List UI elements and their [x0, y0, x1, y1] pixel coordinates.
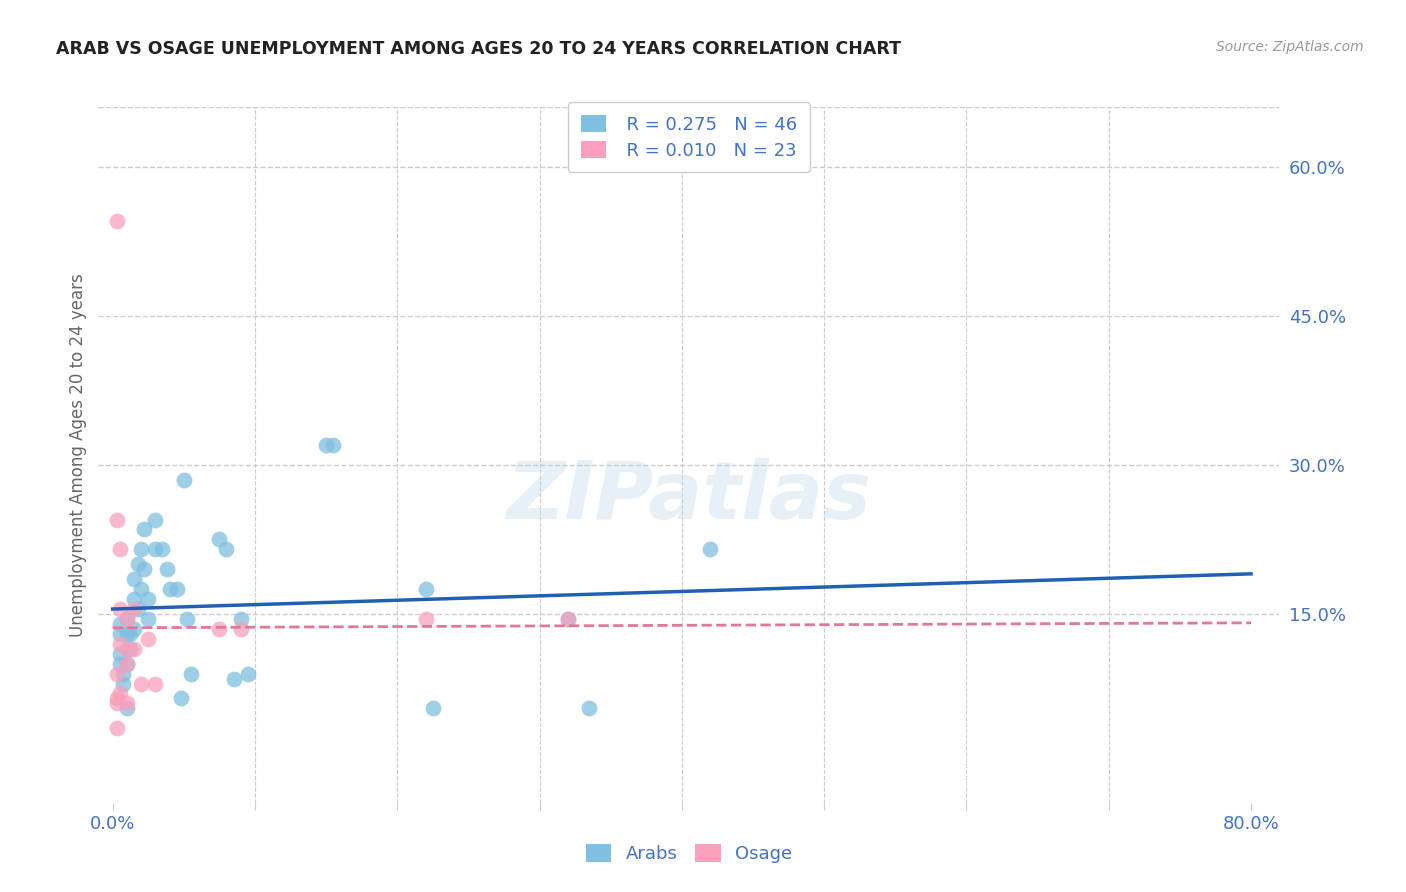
Point — [108, 657, 131, 671]
Point — [236, 666, 259, 681]
Point — [129, 676, 152, 690]
Point — [122, 592, 145, 607]
Point — [108, 616, 131, 631]
Point — [173, 473, 195, 487]
Point — [156, 562, 179, 576]
Point — [415, 612, 437, 626]
Point — [136, 592, 159, 607]
Point — [105, 512, 128, 526]
Legend: Arabs, Osage: Arabs, Osage — [576, 836, 801, 872]
Point — [122, 641, 145, 656]
Text: ARAB VS OSAGE UNEMPLOYMENT AMONG AGES 20 TO 24 YEARS CORRELATION CHART: ARAB VS OSAGE UNEMPLOYMENT AMONG AGES 20… — [56, 40, 901, 58]
Point — [108, 602, 131, 616]
Point — [115, 612, 138, 626]
Point — [176, 612, 198, 626]
Point — [127, 602, 149, 616]
Point — [315, 438, 337, 452]
Point — [136, 632, 159, 646]
Point — [122, 572, 145, 586]
Point — [170, 691, 193, 706]
Point — [115, 641, 138, 656]
Point — [105, 214, 128, 228]
Point — [115, 701, 138, 715]
Point — [105, 697, 128, 711]
Point — [557, 612, 579, 626]
Point — [578, 701, 600, 715]
Point — [166, 582, 188, 596]
Point — [143, 676, 166, 690]
Point — [108, 637, 131, 651]
Point — [132, 562, 155, 576]
Point — [108, 647, 131, 661]
Text: Source: ZipAtlas.com: Source: ZipAtlas.com — [1216, 40, 1364, 54]
Point — [159, 582, 181, 596]
Point — [143, 512, 166, 526]
Point — [180, 666, 202, 681]
Point — [111, 666, 134, 681]
Point — [115, 612, 138, 626]
Point — [115, 697, 138, 711]
Point — [122, 602, 145, 616]
Point — [105, 691, 128, 706]
Point — [229, 612, 252, 626]
Point — [127, 558, 149, 572]
Point — [115, 641, 138, 656]
Point — [215, 542, 238, 557]
Point — [129, 582, 152, 596]
Point — [108, 627, 131, 641]
Point — [105, 666, 128, 681]
Point — [115, 657, 138, 671]
Point — [122, 622, 145, 636]
Point — [422, 701, 444, 715]
Point — [322, 438, 344, 452]
Point — [132, 523, 155, 537]
Point — [415, 582, 437, 596]
Point — [143, 542, 166, 557]
Point — [108, 686, 131, 700]
Point — [229, 622, 252, 636]
Point — [115, 627, 138, 641]
Point — [699, 542, 721, 557]
Point — [105, 721, 128, 735]
Point — [129, 542, 152, 557]
Point — [115, 657, 138, 671]
Point — [152, 542, 174, 557]
Text: ZIPatlas: ZIPatlas — [506, 458, 872, 536]
Point — [208, 533, 231, 547]
Y-axis label: Unemployment Among Ages 20 to 24 years: Unemployment Among Ages 20 to 24 years — [69, 273, 87, 637]
Point — [208, 622, 231, 636]
Point — [118, 627, 141, 641]
Point — [557, 612, 579, 626]
Point — [111, 676, 134, 690]
Point — [118, 641, 141, 656]
Point — [108, 542, 131, 557]
Legend:   R = 0.275   N = 46,   R = 0.010   N = 23: R = 0.275 N = 46, R = 0.010 N = 23 — [568, 103, 810, 172]
Point — [222, 672, 245, 686]
Point — [136, 612, 159, 626]
